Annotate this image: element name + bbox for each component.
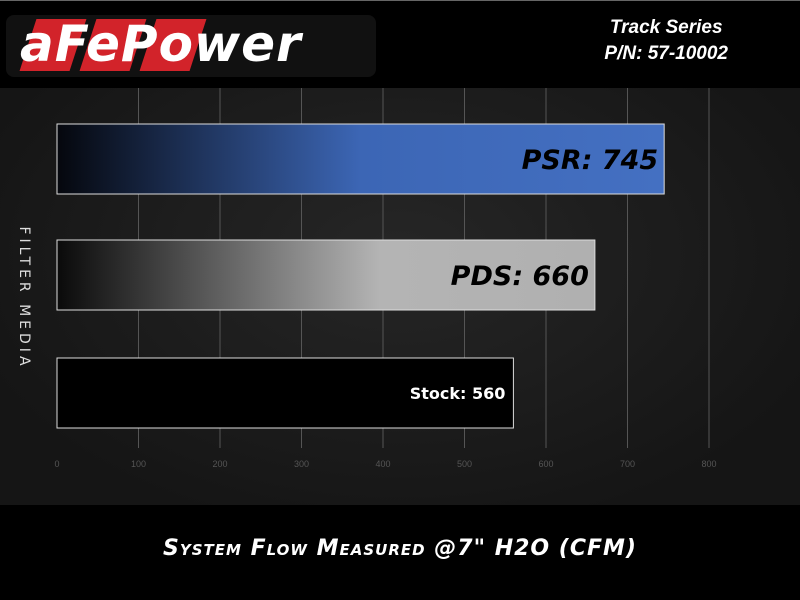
bar-psr <box>56 123 665 195</box>
bar-pds <box>56 239 596 311</box>
x-tick-label: 500 <box>457 459 472 469</box>
x-axis-label: System Flow Measured @7" H2O (CFM) <box>163 536 637 561</box>
header: aFePower Track Series P/N: 57-10002 <box>0 0 800 88</box>
part-number: P/N: 57-10002 <box>604 43 728 64</box>
bar-chart: PSR: 745 PDS: 660 Stock: 560 0 100 200 300 400 5… <box>54 88 717 469</box>
series-name: Track Series <box>609 17 723 38</box>
x-tick-label: 300 <box>294 459 309 469</box>
x-tick-label: 0 <box>54 459 59 469</box>
afe-power-logo: aFePower <box>6 15 376 77</box>
x-tick-label: 600 <box>538 459 553 469</box>
y-axis-label: FILTER MEDIA <box>16 226 32 370</box>
data-label: Stock: 560 <box>410 384 506 403</box>
x-tick-label: 400 <box>375 459 390 469</box>
data-label: PSR: 745 <box>522 145 659 176</box>
x-tick-label: 700 <box>620 459 635 469</box>
product-info: Track Series P/N: 57-10002 <box>604 15 728 67</box>
logo-text: aFePower <box>20 15 302 73</box>
x-tick-label: 100 <box>131 459 146 469</box>
x-tick-label: 200 <box>212 459 227 469</box>
data-label: PDS: 660 <box>451 261 589 292</box>
x-tick-label: 800 <box>701 459 716 469</box>
bar-stock <box>56 357 514 429</box>
